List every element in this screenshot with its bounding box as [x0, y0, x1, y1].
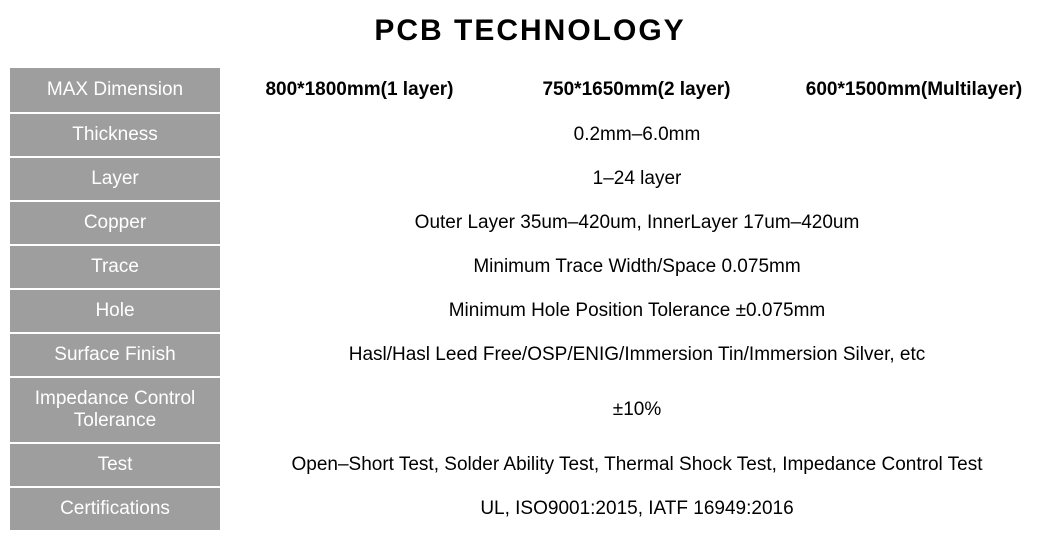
row-label: Test: [9, 443, 221, 487]
row-value: Outer Layer 35um–420um, InnerLayer 17um–…: [221, 201, 1053, 245]
table-row: Impedance Control Tolerance±10%: [9, 377, 1053, 443]
row-value: 800*1800mm(1 layer): [221, 67, 498, 113]
table-row: MAX Dimension800*1800mm(1 layer)750*1650…: [9, 67, 1053, 113]
row-value: Hasl/Hasl Leed Free/OSP/ENIG/Immersion T…: [221, 333, 1053, 377]
table-row: Layer1–24 layer: [9, 157, 1053, 201]
spec-table: MAX Dimension800*1800mm(1 layer)750*1650…: [8, 66, 1054, 532]
row-value: UL, ISO9001:2015, IATF 16949:2016: [221, 487, 1053, 531]
row-value: 750*1650mm(2 layer): [498, 67, 775, 113]
row-label: Thickness: [9, 113, 221, 157]
row-value: Minimum Hole Position Tolerance ±0.075mm: [221, 289, 1053, 333]
row-value: 600*1500mm(Multilayer): [775, 67, 1053, 113]
row-value: 0.2mm–6.0mm: [221, 113, 1053, 157]
row-value: Open–Short Test, Solder Ability Test, Th…: [221, 443, 1053, 487]
row-value: ±10%: [221, 377, 1053, 443]
row-label: Certifications: [9, 487, 221, 531]
table-row: HoleMinimum Hole Position Tolerance ±0.0…: [9, 289, 1053, 333]
row-label: Surface Finish: [9, 333, 221, 377]
row-label: Impedance Control Tolerance: [9, 377, 221, 443]
table-row: CopperOuter Layer 35um–420um, InnerLayer…: [9, 201, 1053, 245]
page-title: PCB TECHNOLOGY: [0, 0, 1060, 66]
row-label: Layer: [9, 157, 221, 201]
table-row: Surface FinishHasl/Hasl Leed Free/OSP/EN…: [9, 333, 1053, 377]
row-label: Hole: [9, 289, 221, 333]
row-value: Minimum Trace Width/Space 0.075mm: [221, 245, 1053, 289]
table-row: TraceMinimum Trace Width/Space 0.075mm: [9, 245, 1053, 289]
table-row: Thickness0.2mm–6.0mm: [9, 113, 1053, 157]
row-value: 1–24 layer: [221, 157, 1053, 201]
row-label: MAX Dimension: [9, 67, 221, 113]
table-row: TestOpen–Short Test, Solder Ability Test…: [9, 443, 1053, 487]
row-label: Copper: [9, 201, 221, 245]
row-label: Trace: [9, 245, 221, 289]
table-row: CertificationsUL, ISO9001:2015, IATF 169…: [9, 487, 1053, 531]
